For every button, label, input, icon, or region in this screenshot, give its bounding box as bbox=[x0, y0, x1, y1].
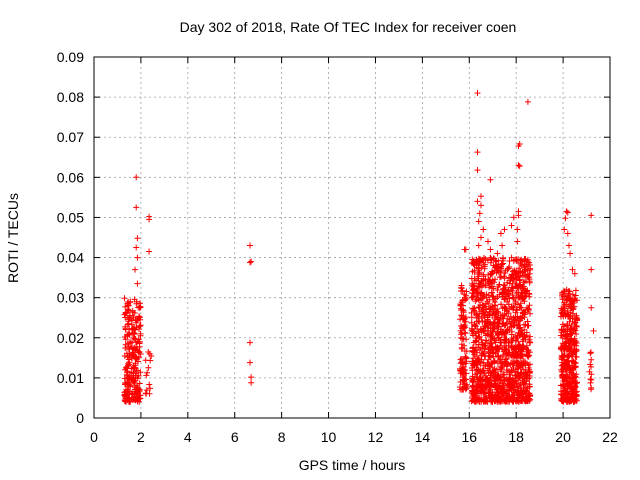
x-tick-label: 6 bbox=[231, 429, 239, 445]
x-tick-label: 18 bbox=[508, 429, 524, 445]
plot-frame bbox=[93, 56, 611, 419]
y-tick-label: 0.04 bbox=[57, 250, 84, 266]
y-tick-label: 0.05 bbox=[57, 209, 84, 225]
x-axis-label: GPS time / hours bbox=[299, 457, 406, 473]
x-tick-label: 4 bbox=[184, 429, 192, 445]
axis-ticks bbox=[93, 56, 611, 419]
y-tick-label: 0.08 bbox=[57, 89, 84, 105]
x-tick-labels: 0 2 4 6 8 10 12 14 16 18 20 22 bbox=[90, 429, 618, 445]
y-tick-label: 0.02 bbox=[57, 330, 84, 346]
y-tick-label: 0.09 bbox=[57, 49, 84, 65]
y-axis-label: ROTI / TECUs bbox=[5, 193, 21, 283]
chart-title: Day 302 of 2018, Rate Of TEC Index for r… bbox=[180, 19, 517, 35]
y-tick-label: 0.06 bbox=[57, 169, 84, 185]
x-tick-label: 14 bbox=[415, 429, 431, 445]
x-tick-label: 8 bbox=[278, 429, 286, 445]
x-tick-label: 10 bbox=[321, 429, 337, 445]
y-tick-label: 0 bbox=[76, 410, 84, 426]
y-tick-label: 0.03 bbox=[57, 290, 84, 306]
data-points bbox=[121, 90, 597, 405]
x-tick-label: 16 bbox=[461, 429, 477, 445]
y-tick-labels: 0 0.01 0.02 0.03 0.04 0.05 0.06 0.07 0.08 0.09 bbox=[57, 49, 84, 426]
scatter-markers bbox=[121, 90, 597, 405]
x-tick-label: 20 bbox=[555, 429, 571, 445]
x-tick-label: 22 bbox=[602, 429, 618, 445]
y-tick-label: 0.07 bbox=[57, 129, 84, 145]
x-tick-label: 12 bbox=[368, 429, 384, 445]
y-tick-label: 0.01 bbox=[57, 370, 84, 386]
x-tick-label: 2 bbox=[137, 429, 145, 445]
x-tick-label: 0 bbox=[90, 429, 98, 445]
